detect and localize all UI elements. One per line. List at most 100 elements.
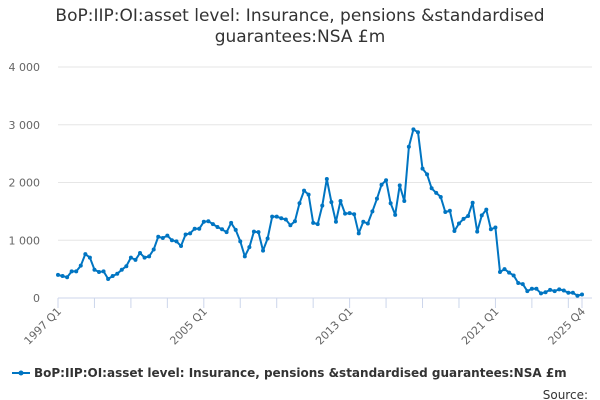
data-point <box>484 207 489 212</box>
data-point <box>529 286 534 291</box>
data-point <box>393 212 398 217</box>
data-point <box>297 201 302 206</box>
data-point <box>142 255 147 260</box>
data-point <box>352 212 357 217</box>
data-point <box>188 231 193 236</box>
data-point <box>315 222 320 227</box>
x-tick-label: 2025 Q4 <box>546 305 589 348</box>
data-point <box>420 166 425 171</box>
data-point <box>206 219 211 224</box>
legend-line-icon <box>12 370 30 376</box>
data-point <box>183 232 188 237</box>
data-point <box>247 245 252 250</box>
data-point <box>543 290 548 295</box>
chart-title: BoP:IIP:OI:asset level: Insurance, pensi… <box>0 6 600 48</box>
data-point <box>461 216 466 221</box>
data-point <box>479 213 484 218</box>
data-point <box>356 231 361 236</box>
data-point <box>119 267 124 272</box>
data-point <box>138 250 143 255</box>
data-point <box>179 244 184 249</box>
data-point <box>329 200 334 205</box>
data-point <box>447 208 452 213</box>
data-point <box>288 223 293 228</box>
data-point <box>370 209 375 214</box>
data-point <box>87 255 92 260</box>
data-point <box>343 211 348 216</box>
data-point <box>306 192 311 197</box>
data-point <box>229 220 234 225</box>
data-point <box>110 274 115 279</box>
data-point <box>101 269 106 274</box>
data-point <box>566 290 571 295</box>
data-point <box>251 229 256 234</box>
data-point <box>302 188 307 193</box>
data-point <box>520 282 525 287</box>
data-point <box>379 182 384 187</box>
data-point <box>224 230 229 235</box>
data-point <box>261 248 266 253</box>
data-point <box>147 254 152 259</box>
data-point <box>238 239 243 244</box>
source-label: Source: <box>542 388 588 400</box>
title-line-2: guarantees:NSA £m <box>214 27 386 47</box>
data-point <box>488 227 493 232</box>
data-point <box>397 183 402 188</box>
data-point <box>92 267 97 272</box>
data-point <box>347 211 352 216</box>
y-tick-label: 2 000 <box>9 177 41 190</box>
data-point <box>270 214 275 219</box>
data-point <box>548 287 553 292</box>
data-point <box>151 247 156 252</box>
data-point <box>333 219 338 224</box>
data-point <box>201 219 206 224</box>
data-point <box>525 289 530 294</box>
data-point <box>411 127 416 132</box>
data-point <box>493 225 498 230</box>
y-tick-label: 4 000 <box>9 61 41 74</box>
data-point <box>402 198 407 203</box>
data-point <box>516 280 521 285</box>
data-point <box>561 288 566 293</box>
data-point <box>210 222 215 227</box>
data-point <box>65 275 70 280</box>
data-point <box>124 264 129 269</box>
data-point <box>466 213 471 218</box>
data-point <box>242 254 247 259</box>
data-point <box>220 227 225 232</box>
legend[interactable]: BoP:IIP:OI:asset level: Insurance, pensi… <box>12 366 567 380</box>
data-point <box>128 255 133 260</box>
data-point <box>570 290 575 295</box>
data-point <box>443 209 448 214</box>
data-point <box>470 200 475 205</box>
data-point <box>507 270 512 275</box>
data-point <box>502 267 507 272</box>
y-tick-label: 1 000 <box>9 234 41 247</box>
data-point <box>74 269 79 274</box>
data-point <box>538 291 543 296</box>
data-point <box>106 276 111 281</box>
data-point <box>292 219 297 224</box>
data-point <box>438 194 443 199</box>
y-tick-label: 0 <box>33 292 40 305</box>
data-point <box>434 190 439 195</box>
data-point <box>365 221 370 226</box>
data-point <box>160 235 165 240</box>
data-point <box>174 239 179 244</box>
data-point <box>311 220 316 225</box>
data-point <box>475 229 480 234</box>
legend-label: BoP:IIP:OI:asset level: Insurance, pensi… <box>34 366 567 380</box>
data-point <box>133 257 138 262</box>
data-point <box>78 263 83 268</box>
data-point <box>169 238 174 243</box>
data-point <box>384 178 389 183</box>
data-point <box>320 203 325 208</box>
data-point <box>97 270 102 275</box>
data-point <box>338 198 343 203</box>
data-point <box>552 289 557 294</box>
y-tick-label: 3 000 <box>9 119 41 132</box>
data-point <box>452 229 457 234</box>
data-point <box>69 269 74 274</box>
